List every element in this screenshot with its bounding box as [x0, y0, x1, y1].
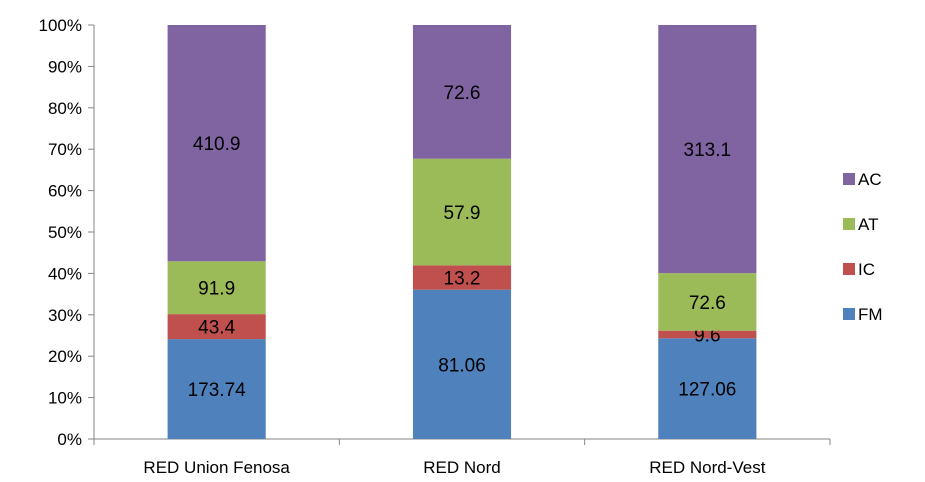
- bars: 173.74 43.4 91.9 410.9 81.06 13.2 57.9 72.6 127.…: [167, 25, 757, 439]
- bar-segment-at: [412, 158, 512, 266]
- data-label-fm: 127.06: [678, 380, 736, 401]
- legend-swatch-ac: [843, 173, 855, 185]
- y-tick-label: 50%: [48, 223, 82, 242]
- bar-segment-fm: [412, 289, 512, 439]
- data-label-ic: 9.6: [694, 325, 720, 346]
- y-tick-label: 80%: [48, 99, 82, 118]
- data-label-ic: 13.2: [444, 269, 481, 290]
- y-tick-label: 20%: [48, 347, 82, 366]
- legend: AC AT IC FM: [843, 170, 883, 324]
- bar-segment-ic: [412, 265, 512, 290]
- bar-segment-fm: [167, 339, 266, 439]
- data-label-ic: 43.4: [198, 318, 235, 339]
- x-category-label: RED Nord: [423, 458, 500, 477]
- data-label-ac: 72.6: [444, 83, 481, 104]
- legend-swatch-ic: [843, 263, 855, 275]
- bar-segment-ac: [167, 25, 266, 262]
- legend-label-at: AT: [858, 215, 878, 234]
- x-category-label: RED Union Fenosa: [143, 458, 290, 477]
- data-label-fm: 81.06: [438, 355, 486, 376]
- bar-segment-fm: [658, 338, 757, 439]
- legend-label-ac: AC: [858, 170, 882, 189]
- bar-segment-ac: [658, 25, 757, 274]
- legend-label-fm: FM: [858, 305, 883, 324]
- y-tick-label: 30%: [48, 306, 82, 325]
- x-category-label: RED Nord-Vest: [649, 458, 765, 477]
- y-tick-label: 0%: [57, 430, 82, 449]
- data-label-at: 57.9: [444, 203, 481, 224]
- legend-swatch-at: [843, 218, 855, 230]
- bar-segment-ic: [167, 314, 266, 340]
- data-label-fm: 173.74: [188, 380, 247, 401]
- x-axis: RED Union Fenosa RED Nord RED Nord-Vest: [93, 438, 831, 477]
- y-tick-label: 100%: [39, 16, 82, 35]
- y-axis: 0% 10% 20% 30% 40% 50% 60% 70% 80% 90% 100%: [39, 16, 95, 449]
- data-label-at: 72.6: [689, 293, 726, 314]
- data-label-ac: 410.9: [193, 134, 241, 155]
- y-tick-label: 70%: [48, 140, 82, 159]
- bar-segment-ac: [412, 25, 512, 159]
- y-tick-label: 10%: [48, 389, 82, 408]
- legend-swatch-fm: [843, 308, 855, 320]
- legend-label-ic: IC: [858, 260, 875, 279]
- data-label-at: 91.9: [198, 279, 235, 300]
- data-label-ac: 313.1: [684, 140, 732, 161]
- bar-segment-at: [658, 273, 757, 331]
- y-tick-label: 60%: [48, 182, 82, 201]
- y-tick-label: 40%: [48, 264, 82, 283]
- bar-segment-at: [167, 261, 266, 315]
- y-tick-label: 90%: [48, 57, 82, 76]
- bar-segment-ic: [658, 330, 757, 339]
